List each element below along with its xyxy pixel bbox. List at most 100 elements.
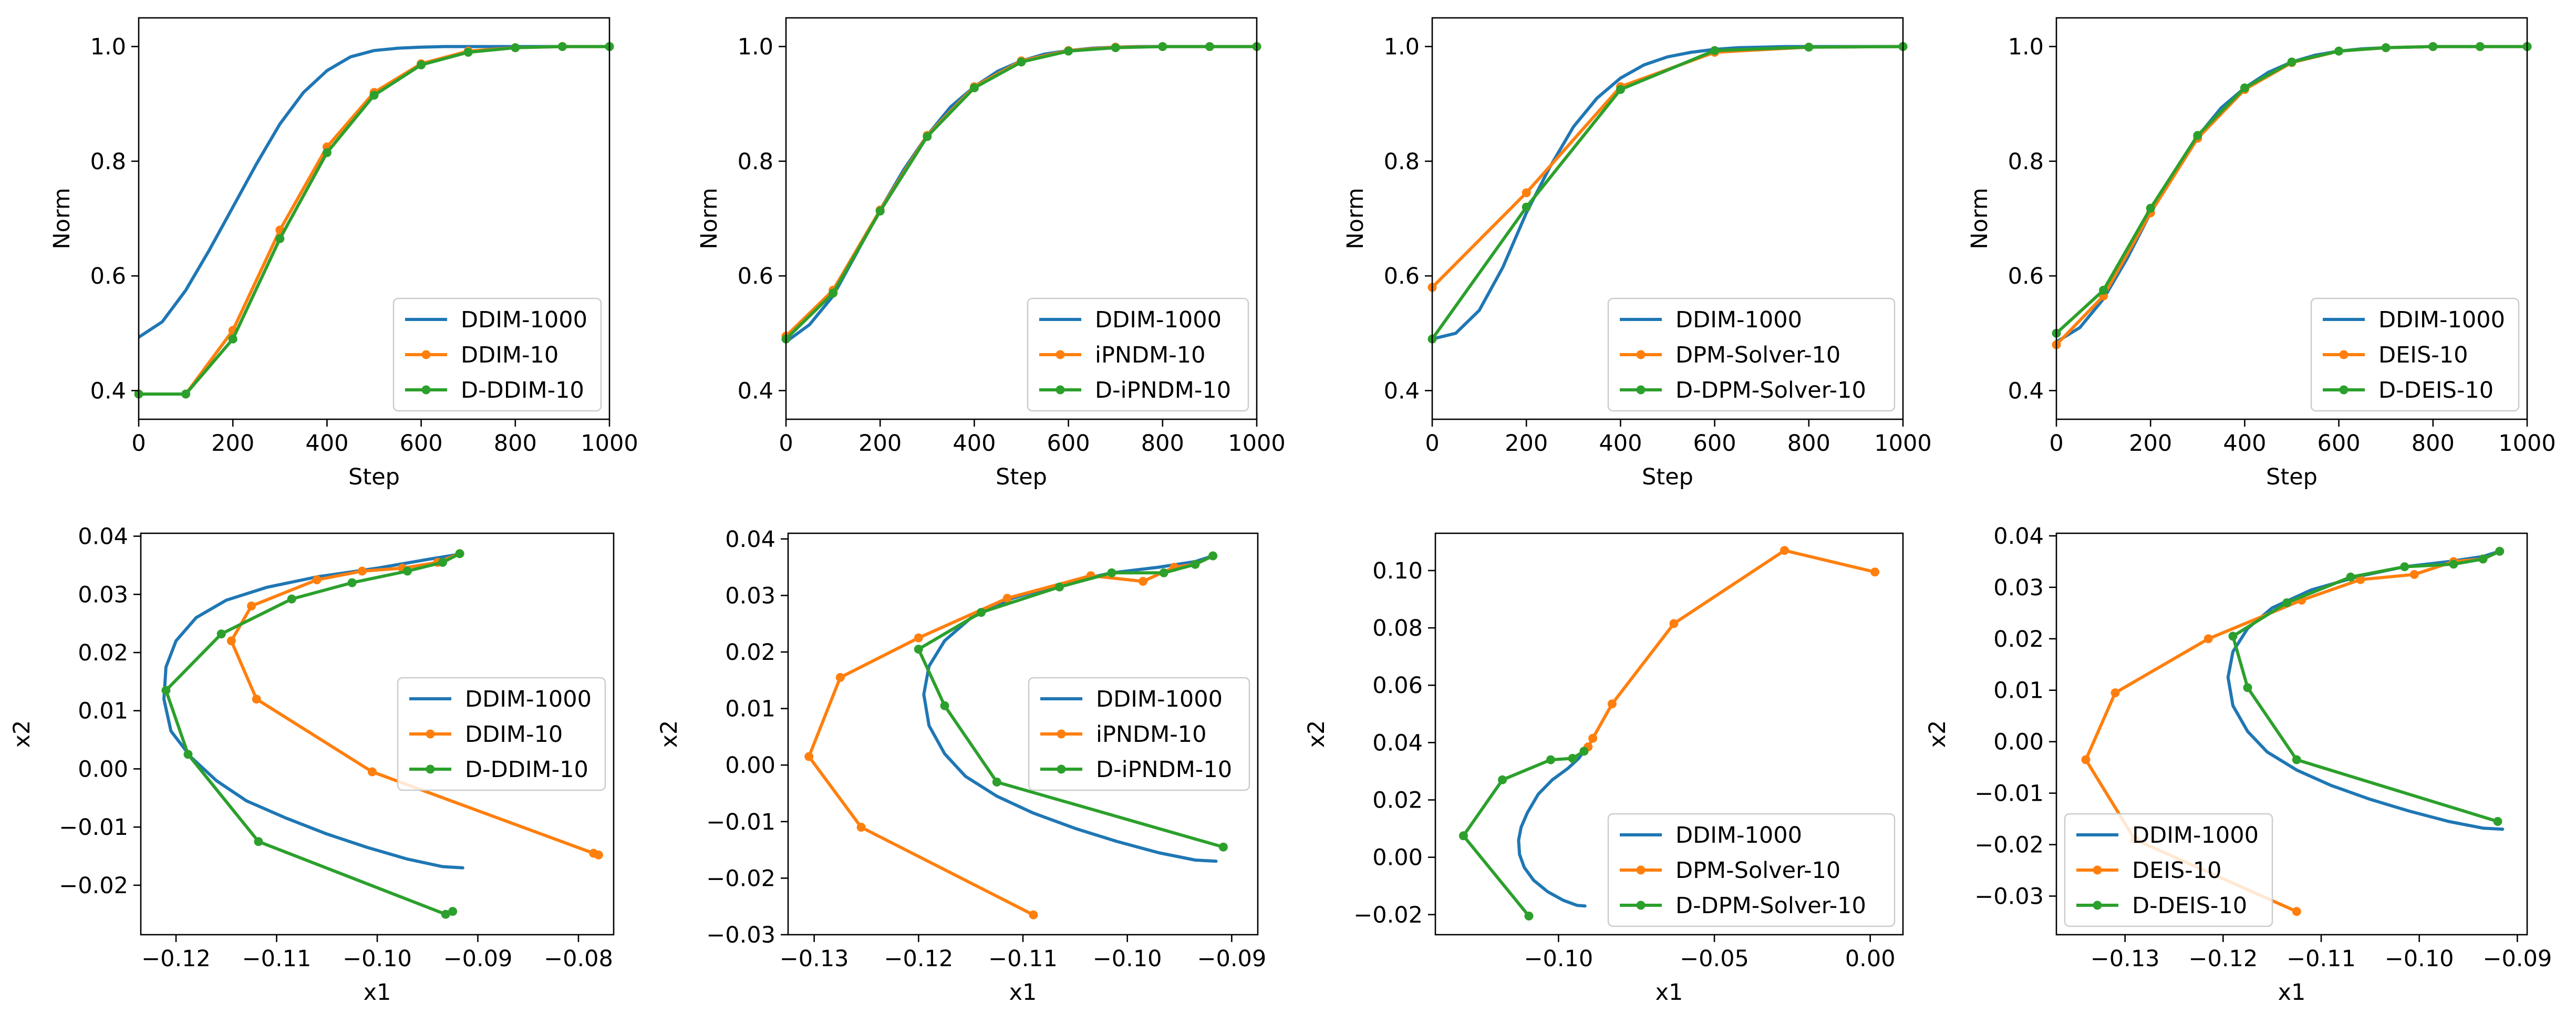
y-tick-label: 1.0 [1384,34,1420,60]
y-tick-label: −0.01 [59,814,128,841]
x-tick-label: −0.11 [988,946,1058,972]
axes-frame [2055,532,2528,936]
chart-panel-2: 0 200 400 600 800 1000 0.4 0.6 0.8 1.0 Step Norm DDI… [696,17,1286,490]
data-point [1002,594,1012,603]
y-tick-label: 0.01 [725,696,775,722]
data-point [181,389,191,399]
x-tick-label: 800 [1141,430,1184,457]
x-tick-label: 1000 [2498,430,2556,457]
data-point [940,701,949,710]
y-tick-label: −0.01 [706,809,775,835]
data-point [438,557,447,567]
legend-label: D-iPNDM-10 [1095,377,1231,404]
legend-marker [1057,764,1066,774]
chart-panel-5: −0.12 −0.11 −0.10 −0.09 −0.08 −0.02 −0.01 0.00 0… [9,524,615,1006]
legend-marker [2093,901,2102,910]
y-axis-label: x2 [1303,720,1330,748]
x-tick-label: 1000 [581,430,638,457]
data-point [835,673,845,682]
y-tick-label: 0.4 [90,378,126,404]
y-axis-label: x2 [1925,720,1951,748]
legend-label: D-DPM-Solver-10 [1675,893,1866,919]
y-tick-label: −0.03 [706,922,775,948]
x-tick-label: −0.11 [2287,946,2356,972]
legend-marker [1636,901,1646,910]
legend-label: D-DDIM-10 [461,377,584,404]
x-tick-label: −0.13 [780,946,849,972]
legend-box [392,297,602,412]
y-tick-label: 0.01 [78,698,128,725]
chart-panel-6: −0.13 −0.12 −0.11 −0.10 −0.09 −0.03 −0.02 −0.01… [656,526,1266,1006]
data-point [247,601,256,611]
data-point [875,206,885,216]
data-point [1669,619,1679,628]
data-point [1522,188,1531,198]
data-point [557,42,567,51]
x-tick-label: −0.10 [2385,946,2454,972]
x-tick-label: −0.11 [242,946,312,972]
data-point [1029,910,1038,919]
data-point [969,83,979,92]
legend-box [397,677,606,791]
x-tick-label: 0 [779,430,793,457]
legend-label: DDIM-1000 [1096,686,1223,712]
data-point [2203,634,2213,644]
data-point [1870,567,1880,577]
x-tick-label: −0.10 [1093,946,1162,972]
data-point [2400,562,2409,572]
y-tick-label: 1.0 [738,34,773,60]
y-tick-label: 0.02 [1372,788,1423,814]
x-tick-label: −0.05 [1680,946,1749,972]
data-point [2495,546,2505,556]
x-axis-label: x1 [1656,979,1683,1006]
data-point [1588,733,1598,743]
x-axis-label: x1 [2278,979,2306,1006]
legend-label: DPM-Solver-10 [1675,342,1840,368]
data-point [228,334,237,344]
x-tick-label: 0 [1425,430,1439,457]
legend-marker [426,729,435,739]
x-tick-label: 400 [1599,430,1642,457]
data-point [923,132,932,141]
data-point [2282,598,2292,607]
data-point [511,43,520,53]
x-tick-label: −0.09 [1197,946,1266,972]
series-line-green [917,554,1225,849]
legend-box [1027,297,1249,412]
y-tick-label: 0.6 [2008,263,2044,289]
x-tick-label: −0.09 [443,946,513,972]
data-point [1458,831,1468,841]
x-tick-label: 600 [2318,430,2361,457]
x-tick-label: 200 [211,430,254,457]
data-point [2346,572,2355,582]
legend-label: D-DEIS-10 [2132,893,2247,919]
legend-marker [2339,350,2349,359]
x-tick-label: 600 [1693,430,1736,457]
legend-marker [2339,385,2349,395]
data-point [1498,775,1507,784]
data-point [2228,632,2238,641]
data-point [2292,755,2301,764]
y-tick-label: 0.04 [725,526,775,553]
legend-marker [1056,350,1065,359]
x-tick-label: −0.10 [343,946,412,972]
legend-label: DDIM-1000 [2132,822,2259,849]
axes-frame [138,17,611,420]
x-tick-label: −0.12 [884,946,953,972]
legend-label: DDIM-1000 [1675,307,1802,333]
legend-marker [1056,385,1065,395]
legend-label: DDIM-1000 [1095,307,1222,333]
y-tick-label: 0.8 [738,149,773,175]
x-tick-label: 400 [953,430,996,457]
y-tick-label: 0.00 [1993,729,2044,756]
data-point [1616,85,1625,94]
x-tick-label: 0 [2049,430,2063,457]
data-point [441,909,450,919]
x-tick-label: 0 [131,430,146,457]
x-tick-label: −0.12 [141,946,211,972]
legend-label: DDIM-10 [461,342,558,368]
y-tick-label: −0.02 [59,873,128,899]
data-point [275,234,285,243]
data-point [1607,699,1617,709]
y-tick-label: 0.6 [90,263,126,289]
